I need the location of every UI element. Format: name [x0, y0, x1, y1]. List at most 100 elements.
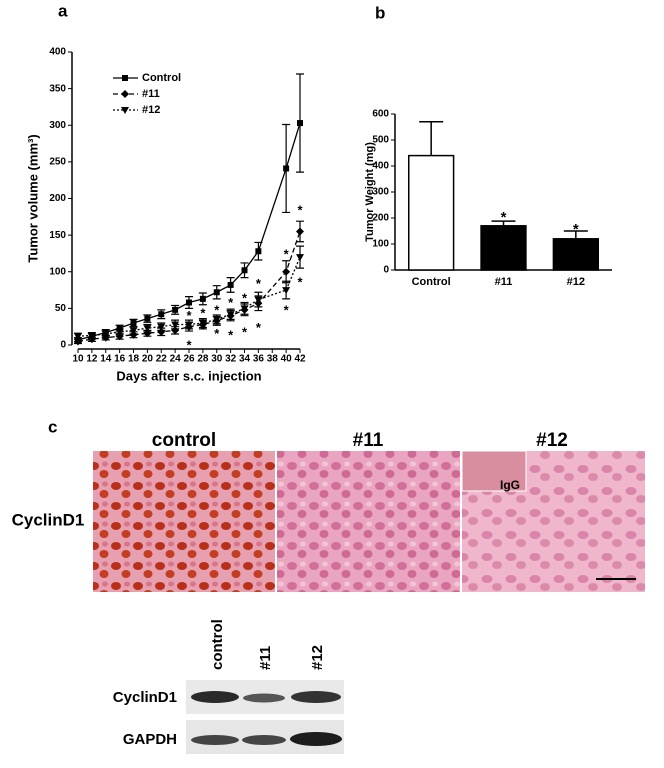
- column-label: #11: [353, 430, 384, 451]
- blot-band: [191, 691, 239, 703]
- marker: [199, 295, 206, 302]
- error-bar: [563, 230, 588, 239]
- x-tick-label: 42: [294, 354, 306, 365]
- row-label: CyclinD1: [12, 510, 85, 529]
- series-line: [77, 256, 301, 337]
- legend-label: #11: [142, 88, 160, 100]
- inset-label: IgG: [500, 478, 520, 492]
- x-tick-label: 20: [142, 354, 154, 365]
- y-axis-label: Tumor Weight (mg): [364, 142, 376, 242]
- y-tick-label: 500: [372, 135, 389, 146]
- series-line: [77, 122, 301, 341]
- marker: [198, 320, 207, 328]
- marker: [158, 311, 165, 318]
- annotation: *: [297, 275, 303, 290]
- marker: [226, 311, 235, 319]
- annotation: *: [242, 291, 248, 306]
- panel-label: a: [58, 1, 68, 20]
- panel-label: b: [375, 3, 385, 22]
- y-tick-label: 0: [60, 340, 66, 351]
- x-tick-label: 22: [156, 354, 168, 365]
- x-tick-label: 10: [72, 354, 84, 365]
- error-bar: [419, 121, 444, 156]
- bar: [407, 154, 455, 271]
- x-axis-label: Days after s.c. injection: [116, 368, 261, 383]
- y-tick-label: 350: [49, 83, 66, 94]
- annotation: *: [214, 326, 220, 341]
- error-bar: [491, 220, 516, 226]
- annotation: *: [173, 324, 179, 339]
- blot-row-label: GAPDH: [123, 731, 177, 748]
- column-label: #12: [536, 430, 568, 451]
- marker: [157, 323, 166, 331]
- y-tick-label: 300: [49, 120, 66, 131]
- bar: [552, 238, 600, 271]
- blot-band: [291, 691, 341, 703]
- marker: [296, 254, 304, 262]
- histology-image: [277, 451, 460, 592]
- marker: [129, 330, 138, 339]
- annotation: *: [573, 221, 579, 238]
- x-tick-label: 30: [211, 354, 223, 365]
- annotation: *: [186, 308, 192, 323]
- x-tick-label: 24: [170, 354, 182, 365]
- x-tick-label: 26: [183, 354, 195, 365]
- bar: [480, 225, 527, 271]
- y-tick-label: 100: [49, 266, 66, 277]
- inset-image: [461, 450, 527, 492]
- y-tick-label: 200: [49, 193, 66, 204]
- marker: [130, 320, 137, 327]
- blot-band: [191, 735, 239, 745]
- marker: [254, 296, 263, 304]
- marker: [227, 281, 234, 288]
- legend-label: Control: [142, 72, 181, 84]
- x-tick-label: 34: [239, 354, 251, 365]
- marker: [213, 289, 220, 296]
- marker: [283, 165, 290, 172]
- y-tick-label: 200: [372, 213, 389, 224]
- legend-label: #12: [142, 104, 160, 116]
- x-tick-label: 32: [225, 354, 237, 365]
- marker: [185, 321, 193, 329]
- annotation: *: [284, 247, 290, 262]
- legend-marker: [121, 90, 129, 98]
- series-line: [77, 231, 301, 342]
- x-tick-label: 38: [267, 354, 279, 365]
- annotation: *: [214, 302, 220, 317]
- y-tick-label: 100: [372, 239, 389, 250]
- annotation: *: [256, 320, 262, 335]
- marker: [282, 287, 291, 295]
- marker: [240, 305, 249, 313]
- annotation: *: [186, 338, 192, 353]
- y-tick-label: 250: [49, 157, 66, 168]
- x-tick-label: 36: [253, 354, 265, 365]
- y-tick-label: 400: [372, 161, 389, 172]
- y-tick-label: 600: [372, 109, 389, 120]
- marker: [144, 315, 151, 322]
- annotation: *: [242, 324, 248, 339]
- marker: [101, 331, 110, 339]
- blot-band: [290, 732, 342, 746]
- annotation: *: [200, 305, 206, 320]
- y-tick-label: 150: [49, 230, 66, 241]
- annotation: *: [501, 209, 507, 226]
- marker: [212, 316, 221, 324]
- marker: [241, 267, 248, 274]
- x-tick-label: 16: [114, 354, 126, 365]
- marker: [297, 120, 303, 127]
- marker: [282, 267, 291, 276]
- panel-label: c: [48, 417, 57, 436]
- legend-marker: [121, 107, 129, 114]
- marker: [87, 332, 96, 340]
- y-tick-label: 0: [383, 265, 389, 276]
- x-tick-label: 40: [281, 354, 293, 365]
- legend-marker: [122, 75, 128, 81]
- column-label: control: [152, 430, 216, 451]
- blot-band: [242, 735, 286, 745]
- y-tick-label: 300: [372, 187, 389, 198]
- annotation: *: [228, 327, 234, 342]
- y-tick-label: 50: [55, 303, 67, 314]
- annotation: *: [200, 321, 206, 336]
- marker: [172, 306, 179, 313]
